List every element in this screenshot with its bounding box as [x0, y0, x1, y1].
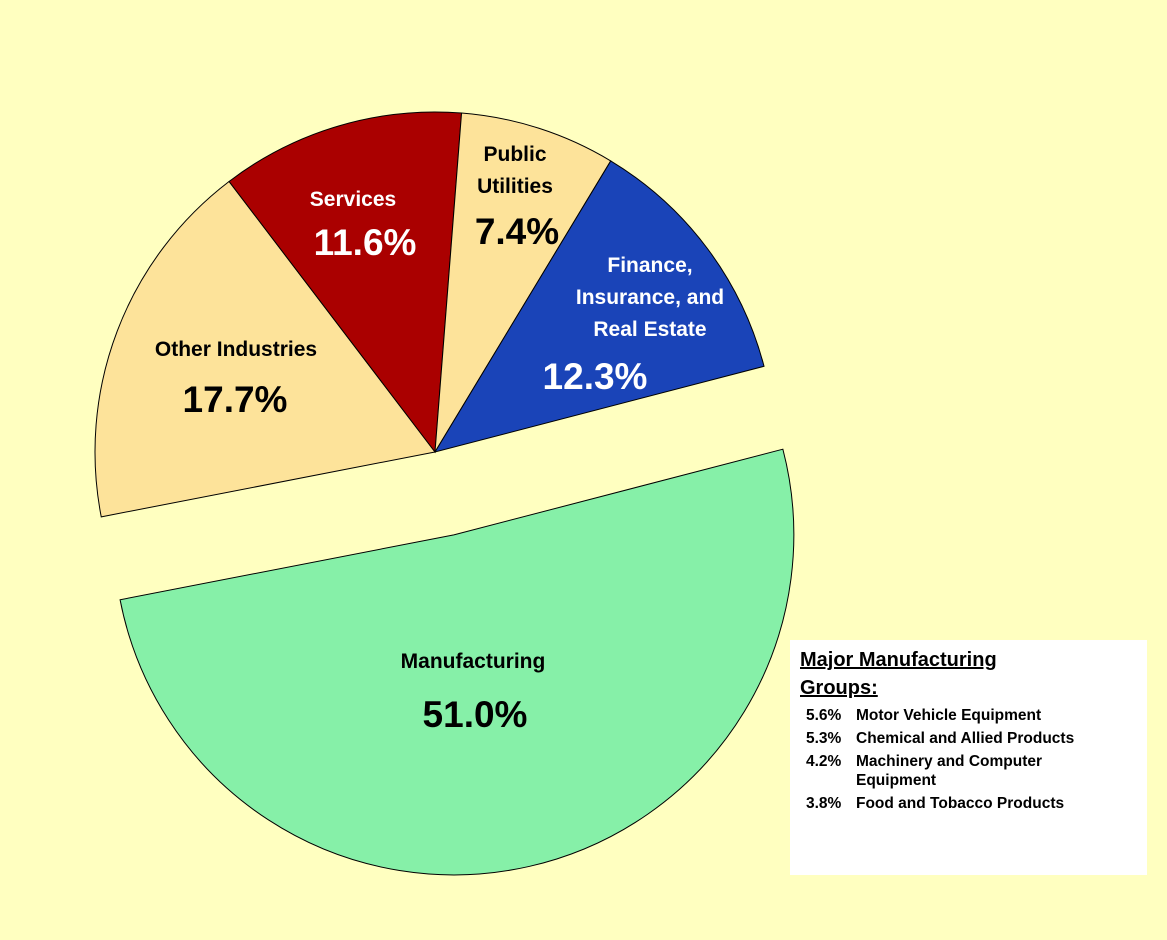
value-label: 17.7% [182, 379, 288, 420]
value-label: 12.3% [542, 356, 648, 397]
value-label: 51.0% [422, 694, 528, 735]
inset-share: 5.6% [806, 707, 842, 724]
inset-title: Major Manufacturing Groups: [800, 649, 997, 699]
inset-items: 5.6% Motor Vehicle Equipment 5.3% Chemical … [790, 706, 1147, 813]
inset-item: 5.6% Motor Vehicle Equipment [790, 706, 1147, 725]
inset-item: 3.8% Food and Tobacco Products [790, 794, 1147, 813]
value-label: 7.4% [474, 211, 560, 252]
slice-label: Manufacturing [400, 650, 546, 673]
inset-item: 4.2% Machinery and Computer Equipment [790, 752, 1147, 790]
slice-label: Services [309, 188, 397, 211]
pie-slice [434, 112, 612, 453]
inset-name: Chemical and Allied Products [856, 730, 1075, 747]
inset-name: Machinery and Computer Equipment [856, 753, 1043, 789]
slice-label: Finance, Insurance, and Real Estate [575, 254, 725, 341]
inset-share: 4.2% [806, 753, 842, 770]
value-label: 11.6% [313, 222, 417, 263]
inset-share: 5.3% [806, 730, 842, 747]
inset-name: Food and Tobacco Products [856, 795, 1065, 812]
pie-slice [94, 180, 436, 518]
slice-label: Public Utilities [477, 143, 553, 198]
slice-label: Other Industries [154, 338, 318, 361]
inset-share: 3.8% [806, 795, 842, 812]
pie-slice [228, 111, 463, 454]
inset-name: Motor Vehicle Equipment [856, 707, 1042, 724]
pie-slice [433, 160, 765, 453]
inset-item: 5.3% Chemical and Allied Products [790, 729, 1147, 748]
inset-box: Major Manufacturing Groups: 5.6% Motor Ve… [790, 640, 1147, 875]
pie-slice [119, 448, 795, 876]
